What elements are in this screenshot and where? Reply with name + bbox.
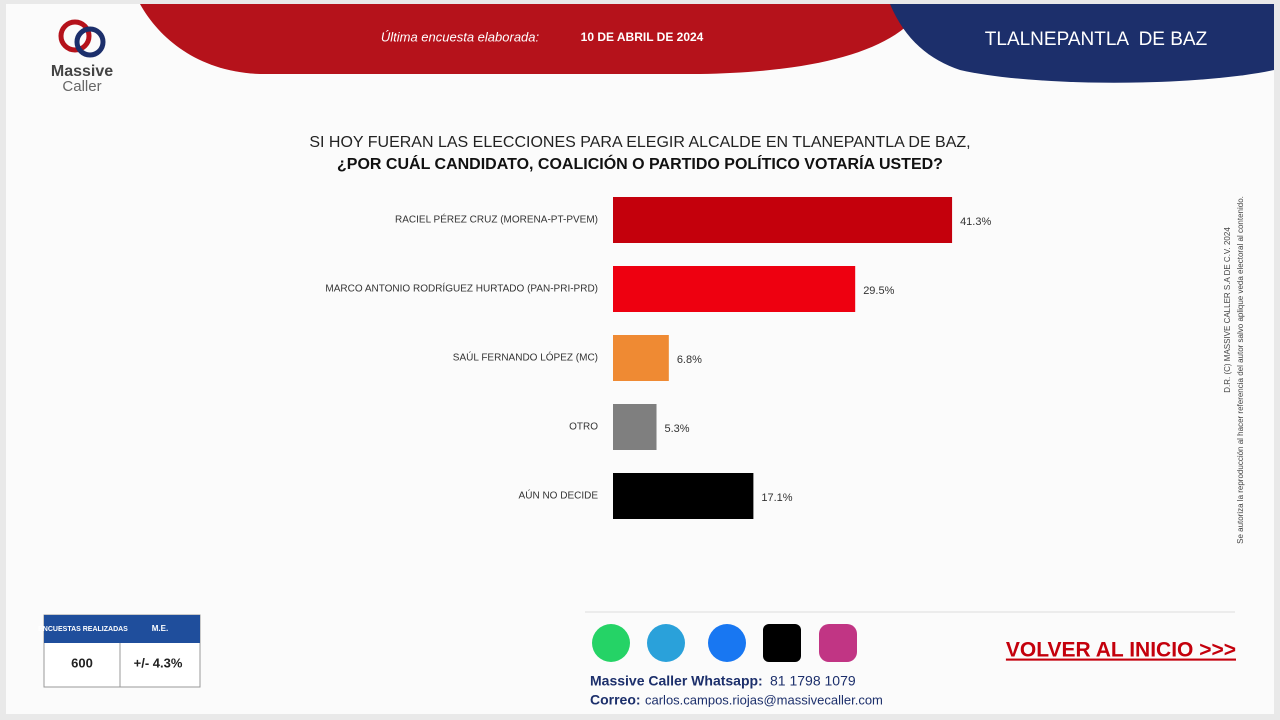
instagram-icon[interactable]: [819, 624, 857, 662]
location: TLALNEPANTLA DE BAZ: [985, 29, 1208, 50]
bar: [613, 266, 856, 312]
value-label: 41.3%: [960, 216, 991, 228]
whatsapp-icon[interactable]: [592, 624, 630, 662]
bar: [613, 197, 953, 243]
header-blue-band: [890, 4, 1274, 83]
telegram-icon[interactable]: [647, 624, 685, 662]
facebook-icon[interactable]: [708, 624, 746, 662]
bar: [613, 404, 657, 450]
sample-box-header: [44, 615, 200, 643]
side-note: D.R. (C) MASSIVE CALLER S.A DE C.V. 2024: [1223, 227, 1232, 393]
value-label: 29.5%: [863, 285, 894, 297]
header-red-band: [140, 4, 925, 74]
sample-value: +/- 4.3%: [134, 655, 183, 670]
side-note: Se autoriza la reproducción al hacer ref…: [1236, 196, 1245, 544]
value-label: 6.8%: [677, 354, 702, 366]
social-icons: [592, 624, 857, 662]
bar: [613, 473, 754, 519]
survey-label: Última encuesta elaborada:: [381, 29, 540, 44]
value-label: 5.3%: [665, 423, 690, 435]
logo-ring: [74, 26, 106, 58]
category-label: OTRO: [569, 422, 598, 433]
sample-box: ENCUESTAS REALIZADAS M.E. 600 +/- 4.3%: [38, 614, 201, 688]
whatsapp-label: Massive Caller Whatsapp:: [590, 673, 763, 689]
logo: [58, 19, 106, 58]
category-label: MARCO ANTONIO RODRÍGUEZ HURTADO (PAN-PRI…: [325, 282, 598, 295]
category-label: SAÚL FERNANDO LÓPEZ (MC): [453, 351, 598, 364]
sample-value: 600: [71, 655, 93, 670]
brand-bottom: Caller: [62, 78, 101, 95]
survey-date: 10 DE ABRIL DE 2024: [581, 30, 704, 44]
category-label: AÚN NO DECIDE: [519, 489, 599, 502]
chart-subtitle: ¿POR CUÁL CANDIDATO, COALICIÓN O PARTIDO…: [337, 154, 943, 173]
value-label: 17.1%: [761, 492, 792, 504]
sample-header: ENCUESTAS REALIZADAS: [38, 626, 128, 633]
bar: [613, 335, 669, 381]
email: carlos.campos.riojas@massivecaller.com: [645, 692, 883, 707]
chart-title: SI HOY FUERAN LAS ELECCIONES PARA ELEGIR…: [309, 134, 970, 151]
category-label: RACIEL PÉREZ CRUZ (MORENA-PT-PVEM): [395, 213, 598, 226]
whatsapp-number: 81 1798 1079: [770, 673, 856, 689]
sample-header: M.E.: [152, 624, 168, 633]
logo-ring: [58, 19, 92, 53]
email-label: Correo:: [590, 692, 641, 708]
back-link[interactable]: VOLVER AL INICIO >>>: [1006, 639, 1236, 662]
x-icon[interactable]: [763, 624, 801, 662]
brand-top: Massive: [51, 63, 113, 80]
